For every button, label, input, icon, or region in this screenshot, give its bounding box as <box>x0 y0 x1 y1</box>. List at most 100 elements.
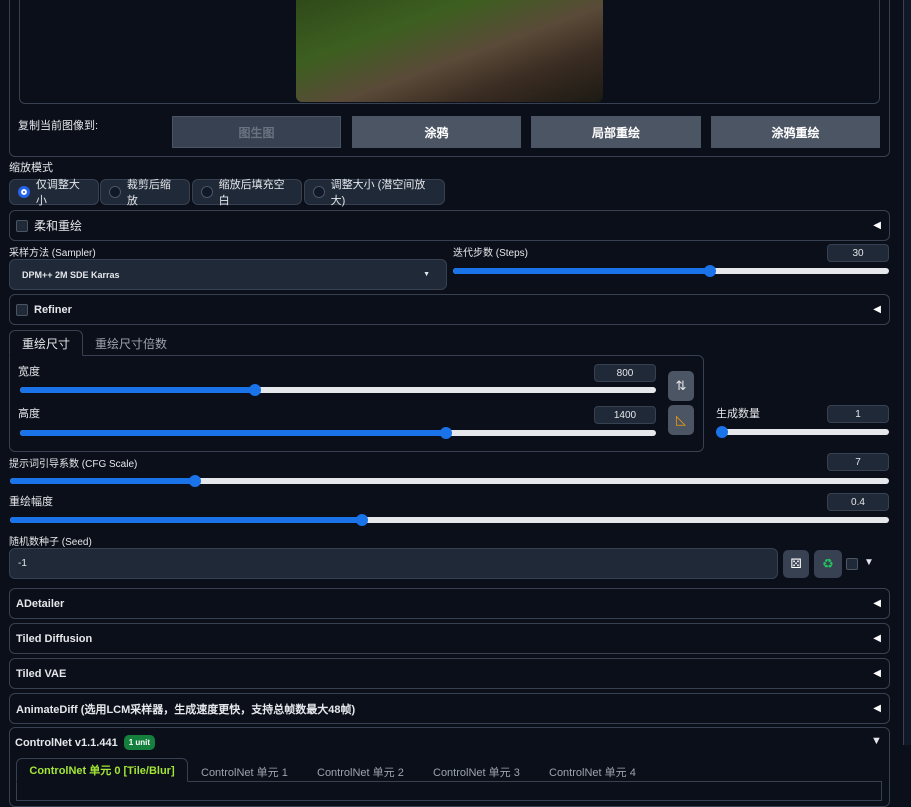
resize-mode-latent[interactable]: 调整大小 (潜空间放大) <box>304 179 445 207</box>
accordion-label: Tiled Diffusion <box>16 632 93 645</box>
slider-fill <box>20 387 256 393</box>
controlnet-tab-3[interactable]: ControlNet 单元 3 <box>433 767 520 779</box>
controlnet-tab-1[interactable]: ControlNet 单元 1 <box>201 767 288 779</box>
tiled-diffusion-accordion[interactable]: Tiled Diffusion ◀ <box>9 623 890 654</box>
sampler-dropdown[interactable]: DPM++ 2M SDE Karras ▼ <box>9 259 447 290</box>
slider-fill <box>10 478 195 484</box>
slider-thumb[interactable] <box>704 265 717 277</box>
size-panel <box>9 355 704 452</box>
extra-seed-toggle-icon[interactable]: ▼ <box>864 557 874 568</box>
denoise-input[interactable]: 0.4 <box>827 493 889 511</box>
controlnet-tab-2[interactable]: ControlNet 单元 2 <box>317 767 404 779</box>
steps-slider[interactable] <box>453 265 889 277</box>
collapse-triangle-icon: ◀ <box>873 703 881 714</box>
dice-icon: ⚄ <box>790 556 802 571</box>
seed-label: 随机数种子 (Seed) <box>9 537 92 548</box>
resize-mode-crop[interactable]: 裁剪后缩放 <box>100 179 190 207</box>
random-seed-button[interactable]: ⚄ <box>783 550 809 578</box>
resize-mode-label: 缩放模式 <box>9 162 53 174</box>
denoise-slider[interactable] <box>10 514 889 526</box>
send-to-sketch-button[interactable]: 涂鸦 <box>352 116 521 148</box>
right-side-panel <box>903 0 911 745</box>
slider-thumb[interactable] <box>440 427 453 439</box>
batch-count-label: 生成数量 <box>716 408 760 420</box>
adetailer-accordion[interactable]: ADetailer ◀ <box>9 588 890 619</box>
collapse-triangle-icon: ◀ <box>873 220 881 231</box>
chevron-down-icon: ▼ <box>423 271 430 278</box>
seed-value: -1 <box>18 558 27 569</box>
seed-input[interactable]: -1 <box>9 548 778 579</box>
tab-label: 重绘尺寸 <box>21 336 70 351</box>
controlnet-tab-0[interactable]: ControlNet 单元 0 [Tile/Blur] <box>16 758 188 782</box>
option-label: 仅调整大小 <box>35 179 80 207</box>
tiled-vae-accordion[interactable]: Tiled VAE ◀ <box>9 658 890 689</box>
collapse-triangle-icon: ◀ <box>873 598 881 609</box>
swap-arrows-icon: ⇅ <box>675 378 687 393</box>
collapse-triangle-icon: ◀ <box>873 633 881 644</box>
height-slider[interactable] <box>20 427 656 439</box>
denoise-label: 重绘幅度 <box>9 496 53 508</box>
radio-icon <box>18 186 30 198</box>
slider-thumb[interactable] <box>355 514 368 526</box>
refiner-checkbox[interactable] <box>16 303 28 316</box>
radio-icon <box>109 186 121 198</box>
slider-thumb[interactable] <box>716 426 728 438</box>
sampler-label: 采样方法 (Sampler) <box>9 248 96 259</box>
height-label: 高度 <box>18 408 40 420</box>
refiner-accordion[interactable]: Refiner ◀ <box>9 294 890 325</box>
batch-count-slider[interactable] <box>716 426 889 438</box>
height-input[interactable]: 1400 <box>594 406 656 424</box>
slider-thumb[interactable] <box>249 384 262 396</box>
radio-icon <box>313 186 325 198</box>
soft-inpaint-accordion[interactable]: 柔和重绘 ◀ <box>9 210 890 241</box>
radio-icon <box>201 186 213 198</box>
collapse-triangle-icon: ◀ <box>873 668 881 679</box>
controlnet-tab-4[interactable]: ControlNet 单元 4 <box>549 767 636 779</box>
triangle-ruler-icon: ◺ <box>676 412 686 427</box>
send-to-img2img-button[interactable]: 图生图 <box>172 116 341 148</box>
controlnet-title: ControlNet v1.1.441 <box>15 736 118 749</box>
extra-seed-checkbox[interactable] <box>846 558 858 570</box>
tab-label: ControlNet 单元 0 [Tile/Blur] <box>29 765 175 777</box>
cfg-slider[interactable] <box>10 475 889 487</box>
send-to-inpaint-sketch-button[interactable]: 涂鸦重绘 <box>711 116 880 148</box>
tab-resize-by[interactable]: 重绘尺寸倍数 <box>95 337 168 351</box>
copy-to-label: 复制当前图像到: <box>18 120 99 132</box>
option-label: 调整大小 (潜空间放大) <box>330 179 426 207</box>
accordion-label: ADetailer <box>16 597 65 610</box>
width-label: 宽度 <box>18 366 40 378</box>
steps-label: 迭代步数 (Steps) <box>453 248 529 259</box>
cfg-input[interactable]: 7 <box>827 453 889 471</box>
tab-resize-to[interactable]: 重绘尺寸 <box>9 330 83 356</box>
reuse-seed-button[interactable]: ♻ <box>814 550 842 578</box>
swap-dimensions-button[interactable]: ⇅ <box>668 371 694 401</box>
result-image[interactable] <box>296 0 603 102</box>
recycle-icon: ♻ <box>822 556 834 571</box>
slider-fill <box>10 517 362 523</box>
slider-fill <box>20 430 447 436</box>
unit-count-badge: 1 unit <box>123 735 156 750</box>
aspect-ratio-button[interactable]: ◺ <box>668 405 694 435</box>
animatediff-accordion[interactable]: AnimateDiff (选用LCM采样器，生成速度更快，支持总帧数最大48帧)… <box>9 693 890 724</box>
cfg-label: 提示词引导系数 (CFG Scale) <box>9 459 138 470</box>
width-slider[interactable] <box>20 384 656 396</box>
option-label: 缩放后填充空白 <box>218 179 285 207</box>
accordion-label: Tiled VAE <box>16 667 67 680</box>
accordion-label: 柔和重绘 <box>34 219 83 233</box>
send-to-inpaint-button[interactable]: 局部重绘 <box>531 116 701 148</box>
image-frame <box>19 0 880 104</box>
resize-mode-fill[interactable]: 缩放后填充空白 <box>192 179 302 207</box>
steps-input[interactable]: 30 <box>827 244 889 262</box>
slider-fill <box>453 268 711 274</box>
accordion-label: Refiner <box>34 303 72 316</box>
soft-inpaint-checkbox[interactable] <box>16 219 28 232</box>
resize-mode-just-resize[interactable]: 仅调整大小 <box>9 179 99 207</box>
width-input[interactable]: 800 <box>594 364 656 382</box>
controlnet-header[interactable]: ControlNet v1.1.441 1 unit <box>15 735 156 750</box>
collapse-triangle-icon: ◀ <box>873 304 881 315</box>
accordion-label: AnimateDiff (选用LCM采样器，生成速度更快，支持总帧数最大48帧) <box>16 703 356 716</box>
expand-triangle-icon[interactable]: ▼ <box>871 735 882 747</box>
slider-thumb[interactable] <box>188 475 201 487</box>
batch-count-input[interactable]: 1 <box>827 405 889 423</box>
controlnet-tab-panel <box>16 781 882 801</box>
